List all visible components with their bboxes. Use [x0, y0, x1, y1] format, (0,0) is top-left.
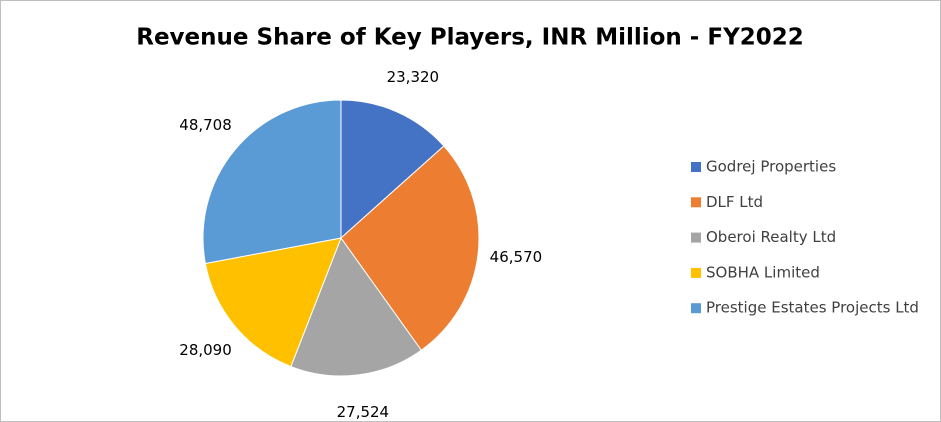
- legend-label: Godrej Properties: [706, 158, 836, 176]
- data-label: 27,524: [337, 403, 390, 421]
- data-label: 46,570: [490, 248, 543, 266]
- pie-slice: [340, 145, 480, 351]
- chart-title: Revenue Share of Key Players, INR Millio…: [136, 25, 803, 51]
- pie-slice: [340, 99, 445, 240]
- legend-swatch: [691, 267, 701, 278]
- legend-swatch: [691, 162, 701, 172]
- legend-swatch: [691, 232, 701, 243]
- data-label: 23,320: [387, 68, 440, 86]
- legend-swatch: [691, 197, 701, 208]
- pie-slice: [204, 237, 342, 368]
- pie-slice: [290, 236, 422, 377]
- legend-swatch: [691, 303, 701, 314]
- data-label: 28,090: [179, 341, 232, 359]
- pie-slice: [202, 99, 342, 265]
- legend-label: Prestige Estates Projects Ltd: [706, 299, 919, 317]
- data-label: 48,708: [179, 116, 232, 134]
- legend-label: Oberoi Realty Ltd: [706, 228, 836, 246]
- legend-label: SOBHA Limited: [706, 263, 820, 281]
- legend-label: DLF Ltd: [706, 193, 763, 211]
